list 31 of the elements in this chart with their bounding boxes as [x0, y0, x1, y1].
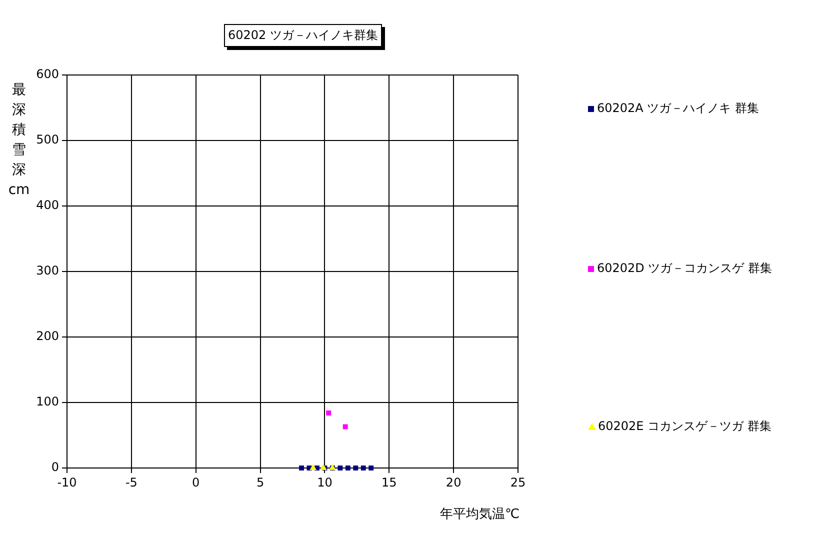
y-tick-label: 600 — [36, 67, 59, 82]
y-tick-label: 300 — [36, 264, 59, 278]
x-tick-label: -5 — [125, 475, 138, 490]
x-tick-label: 25 — [510, 475, 526, 490]
point — [310, 464, 317, 470]
legend-label: 60202E コカンスゲ－ツガ 群集 — [598, 418, 772, 435]
legend-label: 60202D ツガ－コカンスゲ 群集 — [597, 260, 772, 277]
y-tick-label: 500 — [36, 132, 59, 147]
x-tick-label: 20 — [446, 475, 462, 490]
chart-title: 60202 ツガ－ハイノキ群集 — [224, 24, 382, 47]
point — [360, 466, 366, 470]
y-tick-label: 400 — [36, 198, 59, 212]
point — [338, 466, 343, 470]
point — [342, 424, 348, 430]
x-tick-label: -10 — [57, 475, 77, 490]
point — [368, 466, 374, 470]
x-tick-label: 15 — [382, 475, 397, 490]
point — [353, 466, 358, 470]
point — [299, 466, 304, 470]
point — [326, 410, 332, 416]
point — [345, 466, 350, 470]
x-tick-label: 0 — [192, 475, 200, 490]
y-tick-label: 100 — [36, 394, 59, 409]
y-tick-label: 0 — [51, 460, 59, 474]
y-tick-label: 200 — [36, 329, 59, 344]
x-tick-label: 10 — [317, 475, 332, 490]
x-tick-label: 5 — [256, 475, 264, 490]
point — [320, 464, 327, 470]
legend-label: 60202A ツガ－ハイノキ 群集 — [597, 100, 760, 117]
y-axis-title: 最深積雪深cm — [7, 81, 31, 200]
x-axis-title: 年平均気温℃ — [440, 506, 520, 523]
